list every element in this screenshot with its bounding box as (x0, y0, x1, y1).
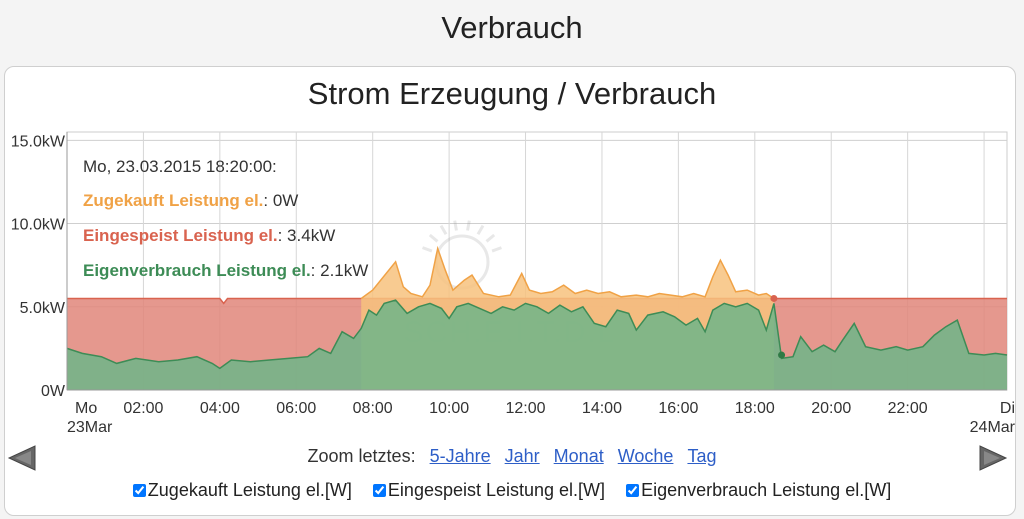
sun-ray (485, 233, 496, 243)
sun-ray (428, 233, 439, 243)
y-tick-label: 10.0kW (11, 217, 66, 234)
x-tick-label: 10:00 (429, 400, 469, 417)
legend-item-eigenverbrauch[interactable]: Eigenverbrauch Leistung el.[W] (626, 480, 891, 501)
legend-label-eingespeist: Eingespeist Leistung el.[W] (387, 480, 606, 500)
tooltip-series-value: : 0W (263, 191, 298, 210)
marker-dot-eigenverbrauch (778, 351, 786, 359)
legend-label-zugekauft: Zugekauft Leistung el.[W] (147, 480, 352, 500)
x-tick-sublabel: 23Mar (67, 419, 113, 436)
x-tick-label: 08:00 (353, 400, 393, 417)
sun-ray (422, 246, 433, 253)
x-tick-label: Mo (75, 400, 97, 417)
x-tick-label: Di (1000, 400, 1015, 417)
zoom-monat-link[interactable]: Monat (553, 446, 604, 466)
zoom-tag-link[interactable]: Tag (687, 446, 717, 466)
page-title: Verbrauch (441, 10, 583, 45)
x-tick-label: 04:00 (200, 400, 240, 417)
legend-checkbox-zugekauft[interactable] (132, 484, 146, 497)
y-tick-label: 0W (41, 383, 66, 400)
x-tick-label: 22:00 (888, 400, 928, 417)
sun-ray (466, 220, 471, 231)
legend-label-eigenverbrauch: Eigenverbrauch Leistung el.[W] (641, 480, 892, 500)
tooltip-series-value: : 2.1kW (311, 261, 369, 280)
zoom-controls: Zoom letztes: 5-Jahre Jahr Monat Woche T… (0, 446, 1024, 467)
tooltip-series-name: Eingespeist Leistung el. (83, 226, 278, 245)
legend-checkbox-eingespeist[interactable] (372, 484, 386, 497)
zoom-label: Zoom letztes: (307, 446, 416, 466)
sun-ray (491, 246, 502, 253)
legend-item-eingespeist[interactable]: Eingespeist Leistung el.[W] (372, 480, 606, 501)
tooltip-line: Eingespeist Leistung el.: 3.4kW (83, 226, 335, 245)
series-eingespeist-line (67, 297, 1007, 305)
tooltip-date: Mo, 23.03.2015 18:20:00: (83, 157, 277, 176)
arrow-right-icon[interactable] (974, 440, 1010, 476)
y-tick-label: 5.0kW (20, 300, 66, 317)
series-eigenverbrauch-line (66, 299, 1008, 370)
x-tick-label: 16:00 (658, 400, 698, 417)
sun-ray (453, 220, 458, 231)
chart-title: Strom Erzeugung / Verbrauch (307, 76, 717, 111)
x-tick-label: 18:00 (735, 400, 775, 417)
series-eigenverbrauch-area (67, 300, 1007, 390)
x-tick-label: 20:00 (811, 400, 851, 417)
sun-ray (439, 224, 448, 236)
x-tick-label: 14:00 (582, 400, 622, 417)
marker-dot-eingespeist (770, 294, 778, 302)
x-tick-label: 12:00 (506, 400, 546, 417)
tooltip-series-name: Eigenverbrauch Leistung el. (83, 261, 311, 280)
x-tick-label: 06:00 (276, 400, 316, 417)
x-tick-label: 02:00 (123, 400, 163, 417)
legend-item-zugekauft[interactable]: Zugekauft Leistung el.[W] (132, 480, 352, 501)
y-tick-label: 15.0kW (11, 133, 66, 150)
zoom-jahr-link[interactable]: Jahr (504, 446, 540, 466)
zoom-woche-link[interactable]: Woche (617, 446, 674, 466)
arrow-left-icon[interactable] (5, 440, 41, 476)
sun-ray (476, 224, 485, 236)
tooltip-series-name: Zugekauft Leistung el. (83, 191, 263, 210)
series-legend: Zugekauft Leistung el.[W] Eingespeist Le… (0, 480, 1024, 501)
series-zugekauft-line (360, 245, 775, 300)
legend-checkbox-eigenverbrauch[interactable] (626, 484, 640, 497)
tooltip-line: Eigenverbrauch Leistung el.: 2.1kW (83, 261, 368, 280)
tooltip-line: Zugekauft Leistung el.: 0W (83, 191, 298, 210)
tooltip-series-value: : 3.4kW (278, 226, 336, 245)
zoom-5-jahre-link[interactable]: 5-Jahre (429, 446, 491, 466)
x-tick-sublabel: 24Mar (970, 419, 1016, 436)
